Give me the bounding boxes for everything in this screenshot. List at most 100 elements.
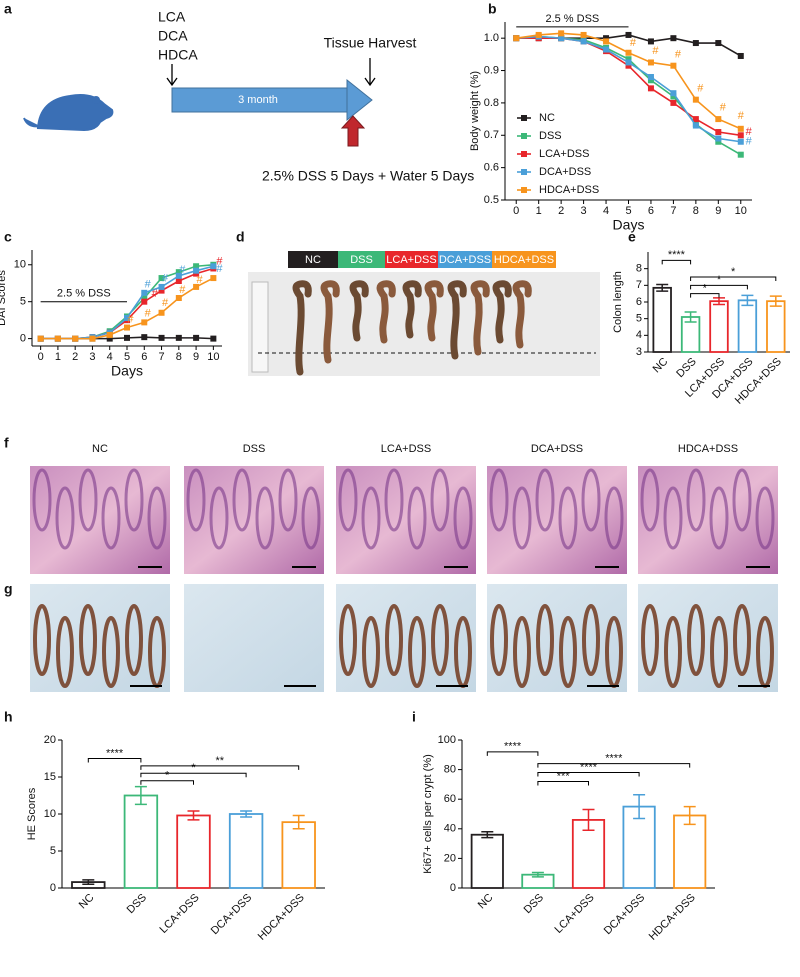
x-tick-label: 0 bbox=[513, 205, 519, 217]
harvest-arrow bbox=[364, 58, 376, 87]
ki67-crypt bbox=[513, 616, 531, 688]
legend-marker bbox=[521, 133, 527, 139]
ki67-crypt bbox=[102, 616, 120, 688]
ki67-crypt bbox=[339, 604, 357, 676]
point bbox=[580, 38, 587, 45]
point bbox=[175, 295, 182, 301]
y-tick-label: 0.6 bbox=[484, 162, 499, 174]
point bbox=[175, 269, 182, 276]
significance-mark: # bbox=[216, 263, 223, 275]
error-bar bbox=[187, 810, 200, 821]
error-bar bbox=[134, 785, 147, 806]
y-tick-label: 40 bbox=[444, 823, 456, 835]
error-bar bbox=[656, 283, 669, 292]
ki67-image bbox=[638, 584, 778, 692]
significance-mark: # bbox=[179, 284, 186, 296]
point bbox=[558, 35, 565, 42]
point bbox=[89, 335, 96, 342]
error-bar bbox=[481, 831, 494, 839]
x-tick-label: 0 bbox=[38, 351, 44, 363]
y-tick-label: 5 bbox=[50, 845, 56, 857]
x-tick-label: 6 bbox=[141, 351, 147, 363]
point bbox=[175, 334, 182, 341]
point bbox=[158, 334, 165, 341]
error-bar bbox=[683, 805, 696, 826]
significance-mark: # bbox=[127, 313, 134, 325]
point bbox=[737, 138, 744, 145]
ki67-crypt bbox=[362, 616, 380, 688]
dose-arrow bbox=[166, 64, 178, 87]
point bbox=[210, 263, 217, 270]
crypt bbox=[147, 486, 167, 550]
crypt bbox=[278, 468, 298, 532]
y-tick-label: 0.7 bbox=[484, 129, 499, 141]
point bbox=[625, 56, 632, 63]
point bbox=[580, 31, 587, 38]
crypt bbox=[512, 486, 532, 550]
point bbox=[72, 335, 79, 342]
y-axis-label: HE Scores bbox=[26, 787, 38, 840]
legend-marker bbox=[521, 151, 527, 157]
point bbox=[158, 283, 165, 290]
y-tick-label: 0.8 bbox=[484, 97, 499, 109]
y-axis-label: Body weight (%) bbox=[469, 71, 481, 151]
y-tick-label: 0 bbox=[450, 882, 456, 894]
point bbox=[106, 331, 113, 338]
bar bbox=[176, 814, 211, 889]
compound-label: DCA bbox=[158, 28, 188, 44]
point bbox=[535, 31, 542, 38]
panel-label: e bbox=[628, 229, 636, 245]
point bbox=[625, 31, 632, 38]
x-tick-label: 3 bbox=[89, 351, 95, 363]
ki67-crypt bbox=[56, 616, 74, 688]
colon-specimen bbox=[292, 280, 312, 376]
y-tick-label: 8 bbox=[636, 263, 642, 275]
point bbox=[625, 59, 632, 66]
error-bar bbox=[633, 794, 646, 820]
error-bar bbox=[82, 879, 95, 886]
significance-label: **** bbox=[504, 741, 522, 753]
x-tick-label: 7 bbox=[158, 351, 164, 363]
group-label: DSS bbox=[350, 254, 373, 266]
significance-label: *** bbox=[557, 770, 571, 782]
panel-label: h bbox=[4, 709, 13, 725]
y-tick-label: 7 bbox=[636, 279, 642, 291]
significance-bracket bbox=[537, 763, 691, 768]
point bbox=[692, 122, 699, 129]
point bbox=[124, 334, 130, 341]
panel-label: a bbox=[4, 1, 12, 17]
crypt bbox=[489, 468, 509, 532]
x-tick-label: DSS bbox=[674, 356, 698, 380]
ki67-crypt bbox=[687, 604, 705, 676]
crypt bbox=[453, 486, 473, 550]
x-tick-label: 7 bbox=[670, 205, 676, 217]
significance-bracket bbox=[690, 293, 720, 298]
point bbox=[647, 74, 654, 81]
ki67-crypt bbox=[408, 616, 426, 688]
crypt bbox=[384, 468, 404, 532]
duration-label: 3 month bbox=[238, 94, 278, 106]
significance-mark: # bbox=[652, 45, 659, 57]
histology-label: NC bbox=[92, 443, 108, 455]
he-image bbox=[184, 466, 324, 574]
crypt bbox=[361, 486, 381, 550]
x-tick-label: 8 bbox=[176, 351, 182, 363]
legend-marker bbox=[521, 115, 527, 121]
y-tick-label: 10 bbox=[14, 259, 26, 271]
significance-bracket bbox=[537, 780, 589, 786]
crypt bbox=[124, 468, 144, 532]
significance-bracket bbox=[537, 772, 640, 777]
x-tick-label: DSS bbox=[125, 892, 149, 916]
crypt bbox=[755, 486, 775, 550]
histology-label: DCA+DSS bbox=[531, 443, 583, 455]
x-tick-label: 1 bbox=[55, 351, 61, 363]
point bbox=[141, 319, 148, 326]
group-header bbox=[338, 251, 385, 268]
legend-label: DCA+DSS bbox=[539, 166, 591, 178]
point bbox=[715, 129, 722, 136]
point bbox=[692, 96, 699, 103]
bar bbox=[737, 299, 758, 353]
histology: f g NC DSS LCA+DSS DCA+DSS HDCA+DSS bbox=[4, 435, 778, 692]
error-bar bbox=[582, 808, 595, 832]
